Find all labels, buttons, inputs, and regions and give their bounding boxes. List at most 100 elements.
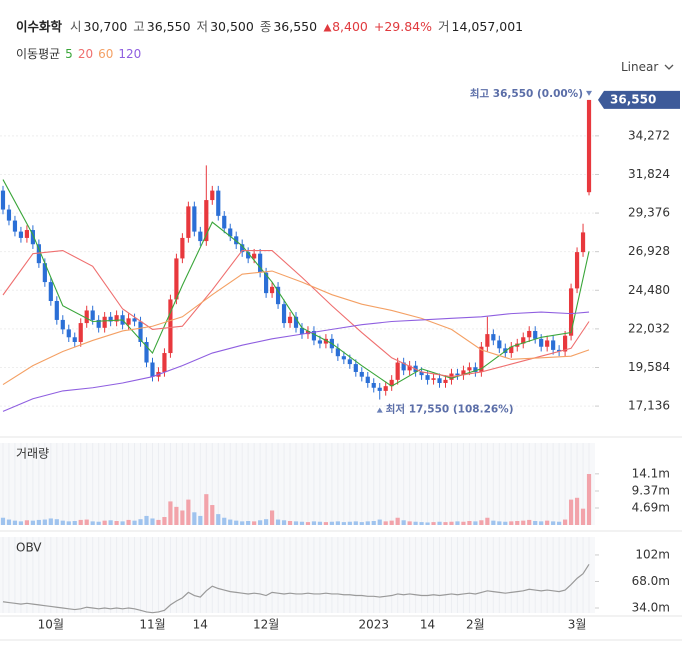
candle-body [497, 340, 502, 349]
volume-bar [60, 520, 65, 525]
volume-bar [503, 521, 508, 525]
candle-body [365, 376, 370, 384]
value: 36,550 [146, 19, 191, 34]
stock-name: 이수화학 [16, 19, 63, 34]
candle-body [503, 348, 508, 354]
candle-body [323, 338, 328, 344]
candle-body [180, 237, 185, 259]
label: 종 [259, 19, 272, 34]
price-tag [598, 90, 680, 109]
candle-body [132, 318, 137, 322]
volume-bar [371, 521, 376, 525]
candle-body [371, 383, 376, 388]
legend-entry: 5 [65, 47, 73, 61]
volume-bar [574, 497, 580, 525]
volume-bar [395, 517, 400, 525]
volume-bar [114, 521, 119, 525]
candle-body [264, 272, 269, 294]
volume-bar [12, 520, 18, 525]
x-tick-label: 3월 [568, 618, 587, 632]
candle-body [455, 373, 460, 376]
volume-bar [353, 521, 358, 525]
volume-bar [509, 521, 514, 525]
y-tick-label: 9.37m [632, 484, 670, 498]
y-tick-label: 29,376 [628, 206, 670, 220]
y-tick-label: 31,824 [628, 167, 670, 181]
candle-body [527, 330, 532, 338]
annotation: 최저 17,550 (108.26%) [386, 403, 514, 416]
header: 이수화학 시 30,700 고 36,550 저 30,500 종 36,550 8,400 +29… [16, 16, 529, 35]
y-tick-label: 26,928 [628, 244, 670, 258]
volume-bar [551, 521, 556, 525]
candle-body [580, 232, 586, 253]
volume-bar [264, 519, 269, 525]
legend: 이동평균 5 20 60 120 [16, 45, 146, 62]
volume-bar [228, 519, 233, 525]
volume-bar [216, 514, 221, 525]
x-tick-label: 11월 [139, 618, 165, 632]
x-tick-label: 10월 [38, 618, 64, 632]
y-tick-label: 14.1m [632, 466, 670, 480]
y-tick-label: 22,032 [628, 321, 670, 335]
candle-body [425, 375, 430, 380]
candle-body [449, 373, 454, 380]
candle-body [521, 337, 526, 344]
candle-body [443, 379, 448, 384]
candle-body [269, 286, 275, 294]
volume-bar [347, 521, 352, 525]
volume-bar [198, 515, 203, 525]
volume-bar [186, 499, 191, 525]
volume-bar [479, 520, 484, 525]
candle-body [491, 334, 496, 341]
candle-body [413, 365, 418, 372]
volume-bar [162, 517, 167, 525]
x-tick-label: 14 [193, 618, 208, 632]
candle-body [96, 319, 101, 328]
volume-bar [305, 522, 311, 525]
change: 8,400 [332, 19, 368, 34]
candle-body [485, 334, 490, 347]
legend-entry: 120 [118, 47, 142, 61]
volume-bar [521, 520, 526, 525]
volume-bar [461, 521, 466, 525]
chevron [664, 64, 674, 70]
candle-body [204, 200, 209, 242]
candle-body [228, 228, 233, 237]
volume-bar [96, 521, 101, 525]
volume-bar [156, 519, 161, 525]
value: 30,700 [83, 19, 128, 34]
candle-body [473, 367, 478, 372]
scale-button[interactable]: Linear [621, 60, 674, 74]
candle-body [198, 231, 203, 242]
candle-body [48, 282, 53, 302]
candle-body [126, 318, 131, 325]
candle-body [192, 206, 197, 232]
candle-body [120, 315, 125, 325]
volume-bar [84, 519, 89, 525]
panel-bg [0, 537, 595, 613]
volume-bar [168, 501, 173, 525]
y-tick-label: 4.69m [632, 500, 670, 514]
candle-body [162, 353, 167, 372]
candle-body [401, 362, 406, 371]
y-tick-label: 34.0m [632, 601, 670, 615]
candle-body [252, 253, 257, 259]
label: 고 [133, 19, 145, 34]
candle-body [66, 329, 71, 338]
candle-body [347, 359, 352, 365]
volume-bar [539, 521, 544, 525]
volume-bar [269, 510, 275, 525]
volume-bar [275, 519, 281, 525]
volume-bar [580, 508, 586, 525]
volume-bar [240, 521, 245, 525]
volume-bar [419, 522, 424, 525]
candle-body [30, 230, 35, 245]
volume-bar [281, 520, 287, 525]
volume-bar [144, 515, 149, 525]
annotation-marker [376, 407, 383, 413]
volume-bar [132, 520, 137, 525]
candle-body [6, 209, 12, 221]
candle-body [275, 286, 281, 305]
volume-bar [425, 522, 430, 525]
volume-bar [443, 522, 448, 525]
